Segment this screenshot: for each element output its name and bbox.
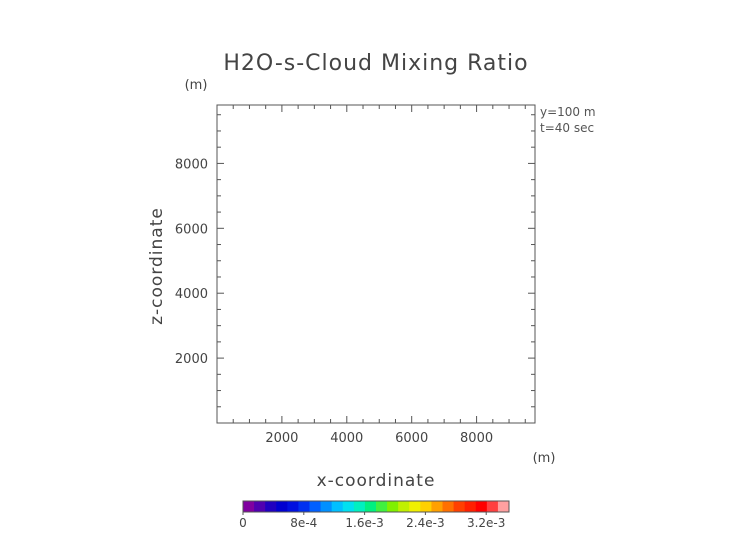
plot-area (216, 104, 536, 424)
colorbar-tick-label: 0 (239, 516, 247, 530)
x-axis-label: x-coordinate (317, 471, 436, 491)
colorbar-segment (276, 501, 288, 512)
colorbar-segment (409, 501, 421, 512)
colorbar-tick-label: 2.4e-3 (406, 516, 444, 530)
x-tick-label: 4000 (330, 431, 363, 446)
y-tick-label: 8000 (175, 157, 208, 172)
colorbar-segment (353, 501, 366, 512)
x-unit-label: (m) (533, 451, 556, 466)
colorbar-tick-label: 1.6e-3 (345, 516, 383, 530)
colorbar-segment (497, 501, 510, 512)
colorbar (243, 501, 510, 512)
colorbar-segment (364, 501, 377, 512)
colorbar-segment (376, 501, 388, 512)
colorbar-tick-label: 8e-4 (290, 516, 317, 530)
colorbar-segment (342, 501, 355, 512)
colorbar-segment (254, 501, 266, 512)
colorbar-segment (486, 501, 499, 512)
x-tick-label: 6000 (395, 431, 428, 446)
colorbar-segment (298, 501, 310, 512)
y-axis-label: z-coordinate (147, 207, 167, 325)
colorbar-segment (309, 501, 322, 512)
y-tick-label: 2000 (175, 352, 208, 367)
y-unit-label: (m) (185, 78, 208, 93)
x-tick-labels: 2000 4000 6000 8000 (265, 431, 493, 446)
x-tick-label: 8000 (460, 431, 493, 446)
colorbar-segment (431, 501, 443, 512)
colorbar-segment (265, 501, 277, 512)
colorbar-segment (331, 501, 344, 512)
colorbar-tick-label: 3.2e-3 (467, 516, 505, 530)
x-tick-label: 2000 (265, 431, 298, 446)
y-tick-label: 6000 (175, 222, 208, 237)
colorbar-frame (242, 500, 510, 513)
colorbar-tick-labels: 0 8e-4 1.6e-3 2.4e-3 3.2e-3 (239, 512, 505, 530)
colorbar-segment (464, 501, 477, 512)
chart-title: H2O-s-Cloud Mixing Ratio (223, 51, 528, 76)
colorbar-segment (243, 501, 255, 512)
y-tick-label: 4000 (175, 287, 208, 302)
colorbar-segment (287, 501, 299, 512)
annotation-y-position: y=100 m (540, 105, 596, 119)
colorbar-segment (320, 501, 333, 512)
axis-ticks (217, 105, 535, 423)
colorbar-segment (453, 501, 466, 512)
y-tick-labels: 2000 4000 6000 8000 (175, 157, 208, 367)
colorbar-segment (442, 501, 455, 512)
colorbar-segment (387, 501, 399, 512)
colorbar-segment (475, 501, 488, 512)
colorbar-segment (398, 501, 410, 512)
annotation-time: t=40 sec (540, 121, 594, 135)
colorbar-segment (420, 501, 432, 512)
